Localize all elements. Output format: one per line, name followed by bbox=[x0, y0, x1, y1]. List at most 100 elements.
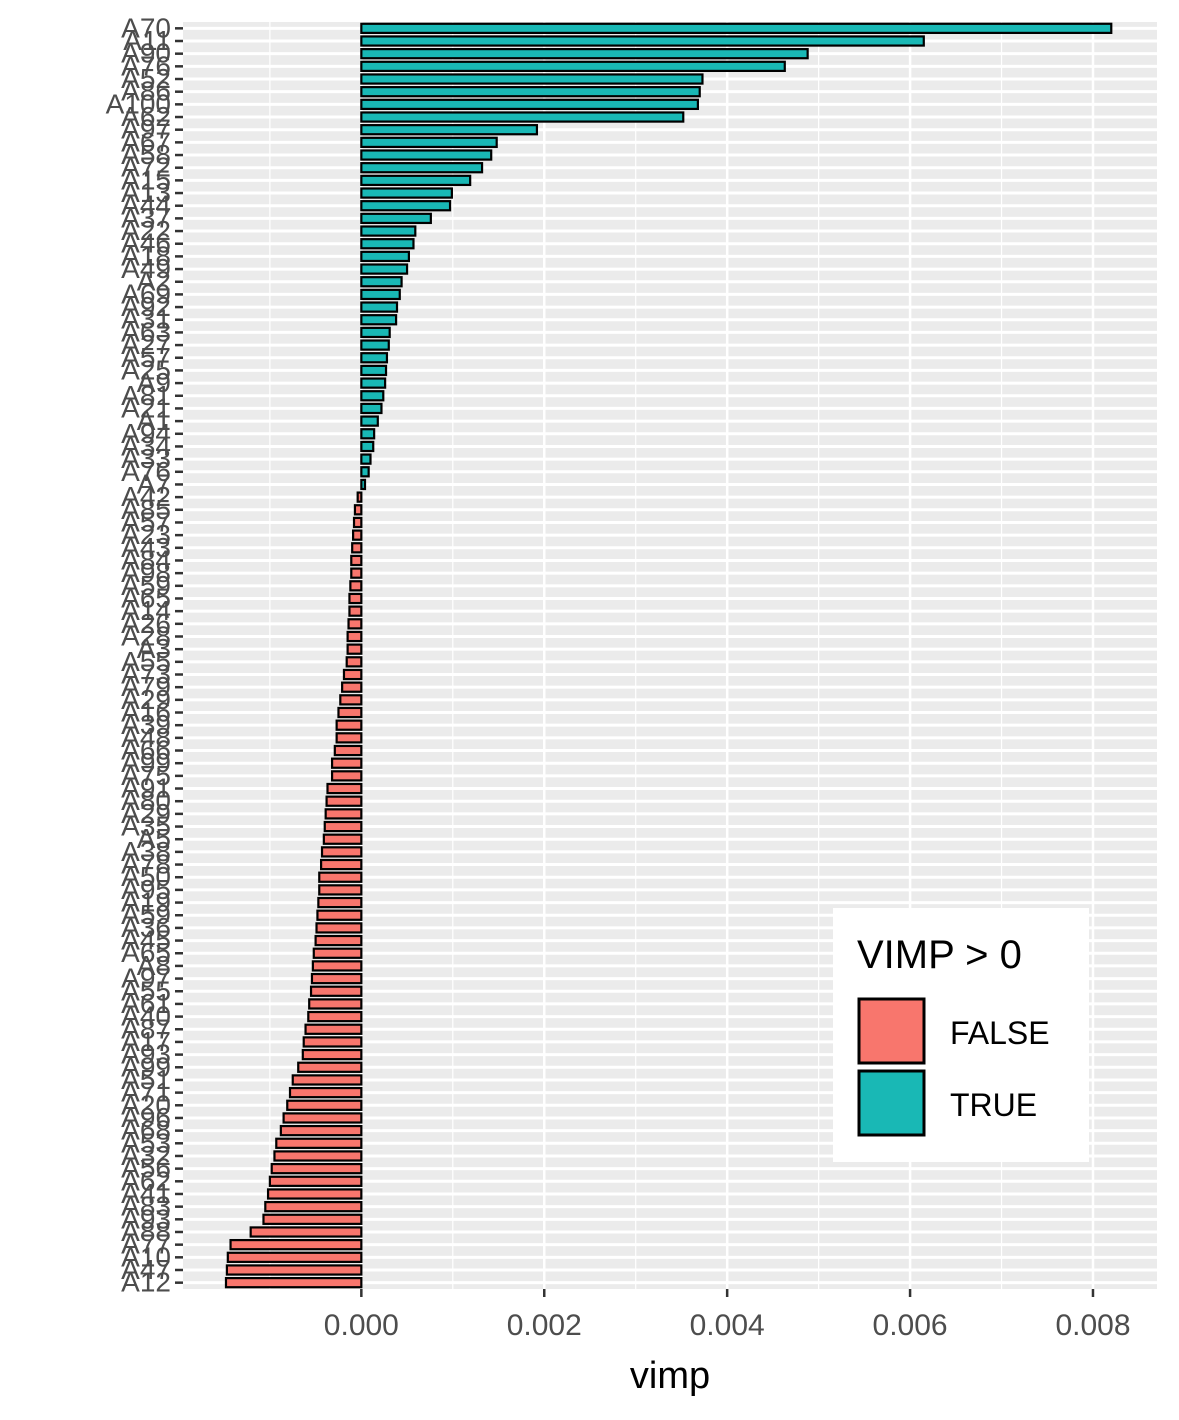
bar-A65 bbox=[312, 947, 363, 959]
bar-A96 bbox=[282, 1112, 363, 1124]
bar-A94 bbox=[360, 428, 376, 440]
bar-A79 bbox=[341, 681, 363, 693]
y-tick-label: A21 bbox=[121, 392, 171, 423]
y-tick-label: A72 bbox=[121, 152, 171, 183]
legend-label-false: FALSE bbox=[950, 1015, 1050, 1051]
bar-A43 bbox=[351, 542, 363, 554]
y-tick-label: A80 bbox=[121, 785, 171, 816]
bar-A16 bbox=[337, 706, 363, 719]
y-tick-label: A9 bbox=[137, 367, 171, 398]
bar-A29 bbox=[324, 808, 363, 820]
bar-A40 bbox=[307, 1010, 363, 1023]
y-tick-label: A97 bbox=[121, 114, 171, 145]
bar-A44 bbox=[360, 200, 452, 212]
bar-A20 bbox=[286, 1099, 363, 1111]
y-tick-label: A3 bbox=[137, 633, 171, 664]
y-tick-label: A51 bbox=[121, 1064, 171, 1095]
y-tick-label: A10 bbox=[121, 1241, 171, 1272]
y-tick-label: A8 bbox=[137, 950, 171, 981]
y-tick-label: A37 bbox=[121, 202, 171, 233]
y-tick-label: A88 bbox=[121, 1216, 171, 1247]
bar-A46 bbox=[360, 238, 415, 250]
y-tick-label: A92 bbox=[121, 291, 171, 322]
bar-A81 bbox=[360, 390, 385, 402]
y-tick-label: A29 bbox=[121, 798, 171, 829]
x-tick-label: 0.008 bbox=[1055, 1309, 1130, 1342]
bar-A45 bbox=[314, 934, 363, 947]
bar-A62 bbox=[360, 111, 685, 123]
bar-A12 bbox=[224, 1277, 363, 1289]
bar-A62 bbox=[268, 1175, 363, 1187]
x-tick-label: 0.002 bbox=[507, 1309, 582, 1342]
bar-A97 bbox=[360, 124, 539, 136]
bar-A72 bbox=[360, 162, 484, 174]
bar-A85 bbox=[353, 504, 363, 516]
bar-A21 bbox=[360, 402, 383, 415]
x-tick-label: 0.006 bbox=[873, 1309, 948, 1342]
y-tick-label: A91 bbox=[121, 773, 171, 804]
bar-A15 bbox=[360, 174, 472, 187]
bar-A42 bbox=[356, 491, 363, 503]
y-tick-label: A25 bbox=[121, 354, 171, 385]
bar-A57 bbox=[352, 516, 363, 529]
y-tick-label: A42 bbox=[121, 481, 171, 512]
bar-A8 bbox=[311, 960, 363, 972]
y-tick-label: A33 bbox=[121, 443, 171, 474]
bar-A17 bbox=[302, 1036, 363, 1048]
y-tick-label: A85 bbox=[121, 494, 171, 525]
y-tick-label: A68 bbox=[121, 1115, 171, 1146]
y-tick-label: A55 bbox=[121, 646, 171, 677]
bar-A33 bbox=[360, 453, 372, 465]
y-tick-label: A83 bbox=[121, 1191, 171, 1222]
bar-A61 bbox=[308, 998, 363, 1010]
y-tick-label: A2 bbox=[137, 266, 171, 297]
y-tick-label: A86 bbox=[121, 76, 171, 107]
bar-A37 bbox=[360, 212, 432, 225]
y-tick-label: A69 bbox=[121, 278, 171, 309]
y-tick-label: A87 bbox=[121, 1013, 171, 1044]
y-tick-label: A18 bbox=[121, 240, 171, 271]
bar-A90 bbox=[360, 48, 809, 60]
bar-A76 bbox=[360, 466, 370, 478]
y-tick-label: A27 bbox=[121, 329, 171, 360]
bar-A39 bbox=[335, 719, 363, 731]
y-tick-label: A46 bbox=[121, 228, 171, 259]
bar-A23 bbox=[352, 529, 363, 541]
bar-A77 bbox=[229, 1238, 363, 1251]
y-tick-label: A15 bbox=[121, 164, 171, 195]
y-tick-label: A99 bbox=[121, 1051, 171, 1082]
y-tick-label: A97 bbox=[121, 963, 171, 994]
y-tick-label: A53 bbox=[121, 1127, 171, 1158]
y-tick-label: A43 bbox=[121, 532, 171, 563]
y-tick-label: A14 bbox=[121, 595, 171, 626]
y-tick-label: A12 bbox=[121, 1267, 171, 1298]
bar-A36 bbox=[315, 922, 363, 934]
y-tick-label: A19 bbox=[121, 887, 171, 918]
y-tick-label: A65 bbox=[121, 937, 171, 968]
bar-A100 bbox=[360, 98, 699, 111]
y-tick-label: A26 bbox=[121, 608, 171, 639]
y-tick-label: A100 bbox=[106, 88, 171, 119]
bar-A95 bbox=[318, 884, 363, 896]
y-tick-label: A76 bbox=[121, 456, 171, 487]
y-tick-label: A57 bbox=[121, 506, 171, 537]
bar-A65 bbox=[348, 592, 363, 605]
y-tick-label: A45 bbox=[121, 925, 171, 956]
y-tick-label: A75 bbox=[121, 760, 171, 791]
y-tick-label: A29 bbox=[121, 684, 171, 715]
y-tick-label: A40 bbox=[121, 1001, 171, 1032]
y-tick-label: A70 bbox=[121, 12, 171, 43]
legend-key-true bbox=[857, 1069, 926, 1137]
y-tick-label: A73 bbox=[121, 659, 171, 690]
bar-A69 bbox=[360, 288, 401, 301]
y-tick-label: A76 bbox=[121, 50, 171, 81]
bar-A49 bbox=[360, 263, 409, 275]
y-tick-label: A94 bbox=[121, 418, 171, 449]
y-tick-label: A55 bbox=[121, 975, 171, 1006]
y-tick-label: A84 bbox=[121, 544, 171, 575]
y-tick-label: A71 bbox=[121, 1077, 171, 1108]
bar-A18 bbox=[360, 250, 410, 263]
bar-A66 bbox=[333, 744, 363, 757]
bar-A59 bbox=[316, 909, 363, 921]
bar-A92 bbox=[360, 301, 399, 313]
